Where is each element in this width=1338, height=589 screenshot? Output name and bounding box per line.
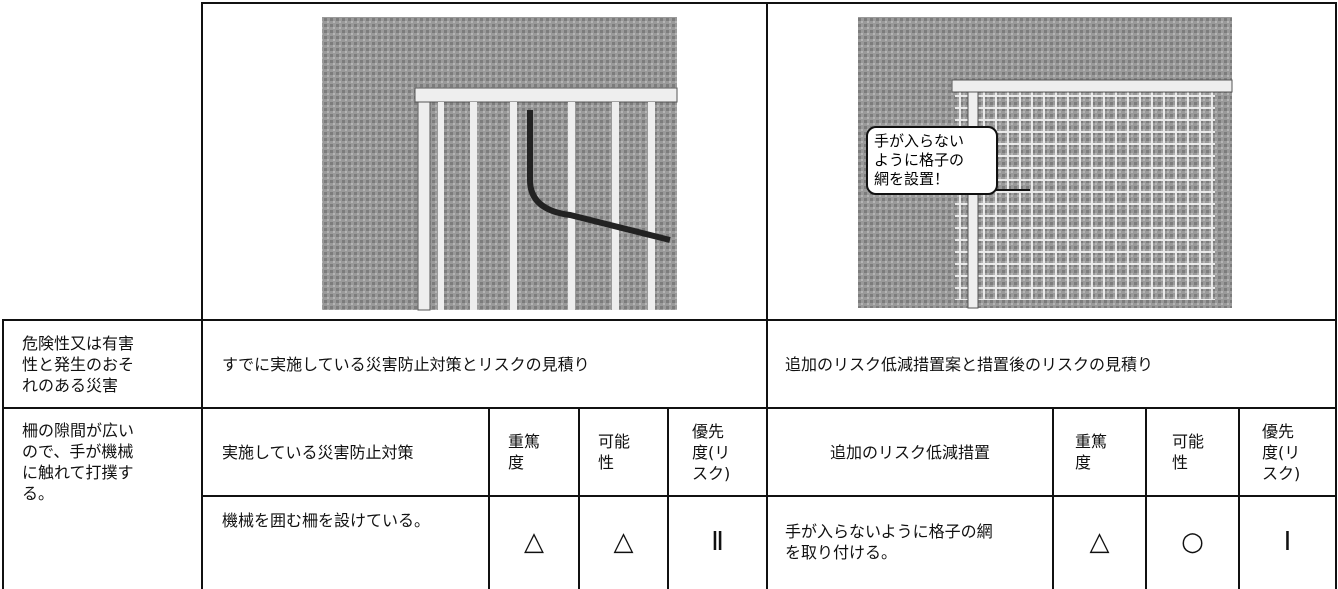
rule [766,2,768,589]
column-header: 可能性 [1172,432,1205,472]
rule [488,407,490,589]
rating: △ [524,526,544,557]
rule [201,2,203,589]
rating: ○ [1181,526,1204,557]
rule [1238,407,1240,589]
photo-callout: 手が入らない ように格子の 網を設置！ [866,126,998,195]
header-current: すでに実施している災害防止対策とリスクの見積り [222,354,590,374]
header-hazard: 危険性又は有害性と発生のおそれのある災害 [22,333,135,395]
column-header: 優先度(リスク) [1262,421,1301,483]
column-header: 重篤度 [508,432,541,472]
column-header: 優先度(リスク) [692,421,731,483]
photo-before [322,17,678,311]
rule [2,319,4,589]
rule [1145,407,1147,589]
column-header: 実施している災害防止対策 [222,442,414,462]
rating: Ⅰ [1283,526,1292,557]
rule [2,407,1337,409]
rule [578,407,580,589]
header-additional: 追加のリスク低減措置案と措置後のリスクの見積り [785,354,1154,374]
rule [1335,2,1337,589]
callout-line: ように格子の [874,151,965,169]
rule [2,319,1337,321]
callout-line: 手が入らない [874,132,965,150]
column-header: 追加のリスク低減措置 [829,442,990,462]
callout-line: 網を設置！ [874,170,950,188]
rating: △ [613,526,634,557]
rule [1052,407,1054,589]
rating: Ⅱ [711,526,724,557]
rule [667,407,669,589]
rule [201,495,1337,497]
column-header: 可能性 [598,432,631,472]
measure: 機械を囲む柵を設けている。 [222,510,431,530]
rule [201,2,1337,4]
measure: 手が入らないように格子の網を取り付ける。 [785,522,993,562]
hazard: 柵の隙間が広いので、手が機械に触れて打撲する。 [22,421,135,503]
column-header: 重篤度 [1075,432,1108,472]
rating: △ [1089,526,1110,557]
